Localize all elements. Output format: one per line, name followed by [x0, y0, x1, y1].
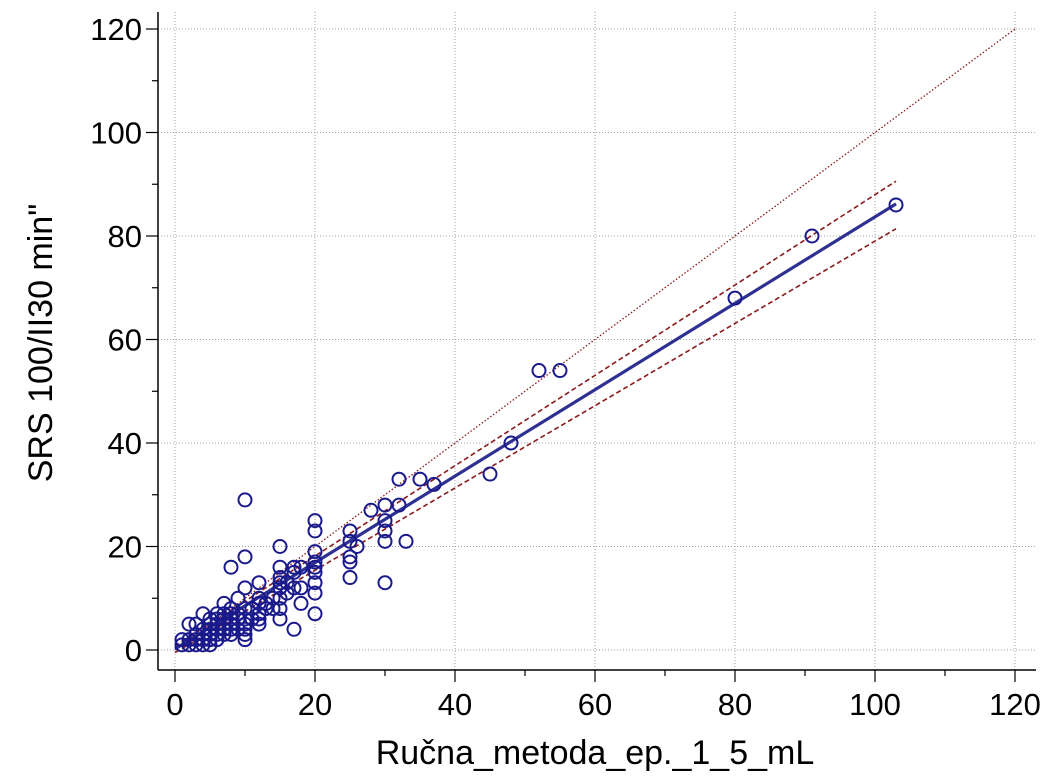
data-point — [237, 621, 253, 637]
y-tick-label: 80 — [108, 219, 142, 254]
data-points — [174, 197, 904, 653]
data-point — [230, 590, 246, 606]
data-point — [307, 575, 323, 591]
data-point — [307, 564, 323, 580]
data-point — [342, 549, 358, 565]
tick-labels: 0 20 40 60 80 100 120 0 20 40 60 80 100 120 — [90, 12, 1041, 722]
data-point — [888, 197, 904, 213]
data-point — [272, 539, 288, 554]
grid-lines — [158, 12, 1036, 670]
fit-lines — [174, 28, 1016, 654]
x-tick-label: 60 — [578, 687, 612, 722]
data-point — [377, 523, 393, 539]
data-point — [727, 290, 743, 306]
data-point — [552, 363, 568, 379]
y-tick-label: 20 — [108, 530, 142, 565]
data-point — [181, 616, 197, 632]
data-point — [412, 471, 428, 487]
data-point — [307, 559, 323, 575]
data-point — [307, 544, 323, 560]
x-tick-label: 0 — [166, 687, 183, 722]
data-point — [426, 476, 442, 492]
data-point — [272, 601, 288, 617]
data-point — [342, 570, 358, 586]
data-point — [251, 575, 267, 591]
data-point — [265, 601, 281, 617]
x-tick-label: 80 — [718, 687, 752, 722]
x-axis-title: Ručna_metoda_ep._1_5_mL — [376, 734, 815, 772]
data-point — [377, 497, 393, 513]
data-point — [307, 606, 323, 622]
y-tick-label: 60 — [108, 323, 142, 358]
regression-line — [174, 202, 897, 651]
data-point — [237, 549, 253, 565]
axes — [146, 12, 1036, 682]
data-point — [342, 523, 358, 539]
data-point — [349, 539, 365, 554]
data-point — [391, 497, 407, 513]
data-point — [237, 492, 253, 508]
x-tick-label: 40 — [438, 687, 472, 722]
data-point — [237, 626, 253, 642]
data-point — [237, 580, 253, 596]
data-point — [531, 363, 547, 379]
data-point — [251, 616, 267, 632]
data-point — [272, 575, 288, 591]
data-point — [286, 621, 302, 637]
data-point — [293, 580, 309, 596]
data-point — [237, 632, 253, 648]
y-tick-label: 120 — [90, 12, 142, 47]
data-point — [307, 554, 323, 570]
data-point — [804, 228, 820, 244]
data-point — [377, 533, 393, 549]
data-point — [503, 435, 519, 451]
data-point — [286, 580, 302, 596]
x-tick-label: 120 — [989, 687, 1041, 722]
x-tick-label: 20 — [298, 687, 332, 722]
data-point — [307, 585, 323, 601]
y-tick-label: 40 — [108, 426, 142, 461]
y-axis-title: SRS 100/II30 min" — [22, 204, 60, 483]
data-point — [377, 575, 393, 591]
data-point — [265, 590, 281, 606]
x-tick-label: 100 — [849, 687, 901, 722]
data-point — [237, 601, 253, 617]
identity-line — [174, 28, 1016, 651]
data-point — [293, 595, 309, 611]
data-point — [251, 611, 267, 627]
y-tick-label: 0 — [125, 633, 142, 668]
data-point — [363, 502, 379, 518]
data-point — [377, 513, 393, 529]
data-point — [307, 513, 323, 529]
data-point — [482, 466, 498, 482]
data-point — [286, 559, 302, 575]
confidence-upper-line — [174, 180, 897, 648]
data-point — [391, 471, 407, 487]
data-point — [272, 611, 288, 627]
data-point — [342, 554, 358, 570]
data-point — [398, 533, 414, 549]
y-tick-label: 100 — [90, 116, 142, 151]
data-point — [223, 559, 239, 575]
data-point — [307, 523, 323, 539]
